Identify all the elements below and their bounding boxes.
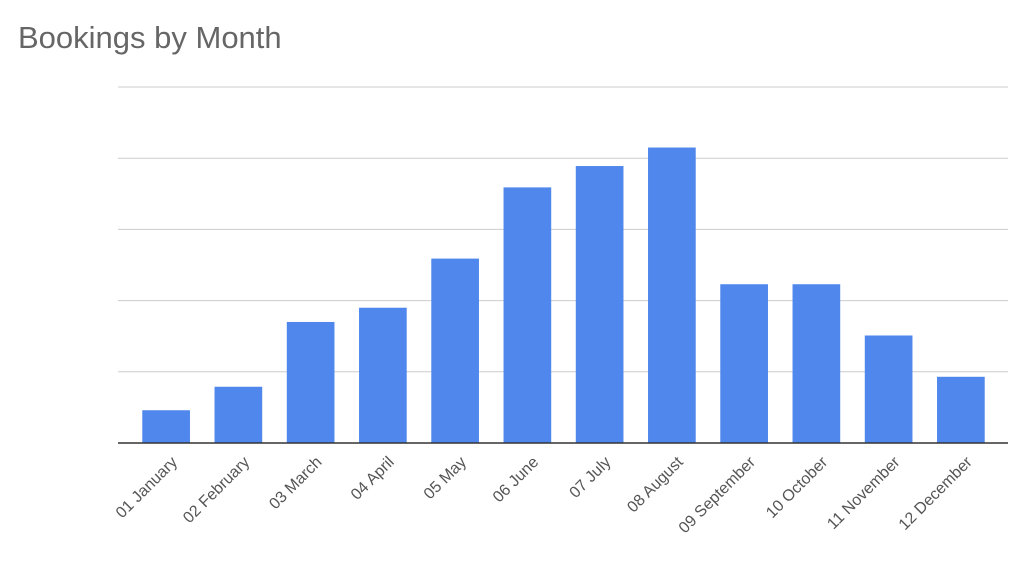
bar [359, 307, 407, 443]
bar [142, 410, 190, 443]
chart-title: Bookings by Month [18, 20, 282, 55]
bar [792, 284, 841, 443]
x-tick-label: 08 August [624, 453, 687, 516]
x-tick-label: 04 April [348, 454, 398, 504]
bar [575, 166, 624, 444]
bar [431, 258, 479, 443]
bar [648, 147, 696, 443]
bar [937, 376, 985, 443]
x-tick-label: 10 October [763, 453, 831, 521]
x-tick-label: 01 January [113, 454, 181, 522]
x-tick-label: 09 September [676, 453, 760, 537]
x-tick-label: 12 December [896, 453, 976, 533]
x-tick-label: 11 November [824, 453, 904, 533]
bar [503, 187, 552, 443]
bar [286, 321, 335, 443]
x-tick-label: 03 March [266, 454, 325, 513]
bar [864, 335, 913, 443]
x-tick-label: 06 June [490, 454, 542, 506]
x-tick-label: 05 May [421, 454, 470, 503]
bar [720, 284, 768, 443]
bar [214, 386, 263, 443]
x-tick-label: 07 July [567, 454, 615, 502]
x-tick-label: 02 February [180, 454, 253, 527]
